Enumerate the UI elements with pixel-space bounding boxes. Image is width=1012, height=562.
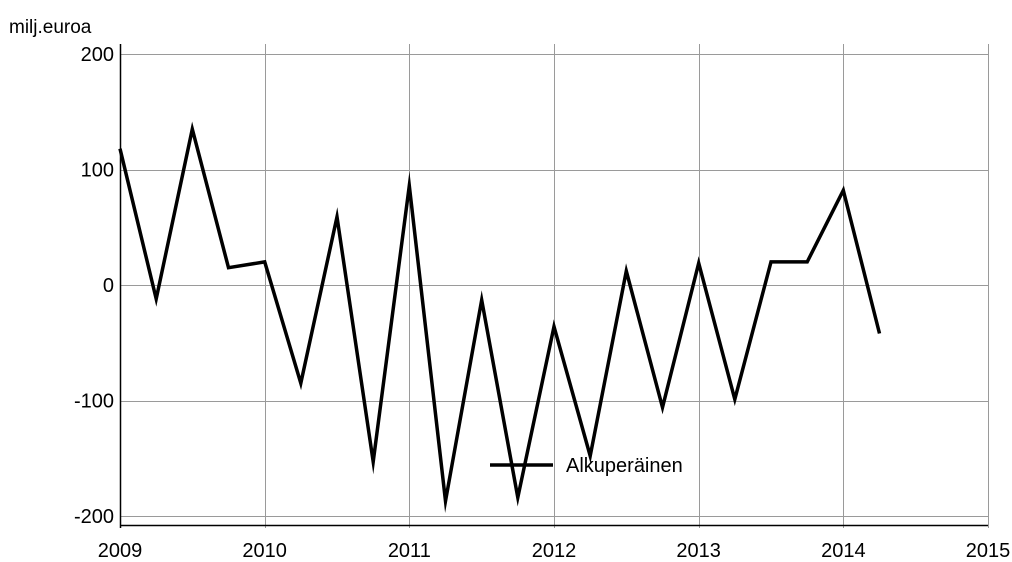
legend-label-alkuperainen: Alkuperäinen: [566, 455, 683, 477]
y-tick-label-3: -100: [74, 391, 114, 413]
series-line-0: [118, 121, 882, 514]
y-tick-label-0: 200: [81, 44, 114, 66]
x-tick-label-4: 2013: [676, 540, 721, 562]
x-tick-label-1: 2010: [242, 540, 287, 562]
x-tick-label-2: 2011: [388, 540, 431, 562]
x-tick-label-6: 2015: [966, 540, 1011, 562]
y-tick-label-1: 100: [81, 160, 114, 182]
grid: [120, 44, 989, 528]
x-tick-label-3: 2012: [532, 540, 577, 562]
y-axis-unit-label: milj.euroa: [9, 17, 92, 38]
legend: Alkuperäinen: [490, 455, 683, 477]
axes: [119, 44, 988, 528]
x-tick-label-0: 2009: [98, 540, 143, 562]
y-tick-label-4: -200: [74, 506, 114, 528]
y-tick-label-2: 0: [103, 275, 114, 297]
x-tick-label-5: 2014: [821, 540, 866, 562]
series-layer: [118, 121, 882, 514]
tick-labels: 200 100 0 -100 -200 2009 2010 2011 2012 2013 2014 2…: [74, 44, 1010, 562]
